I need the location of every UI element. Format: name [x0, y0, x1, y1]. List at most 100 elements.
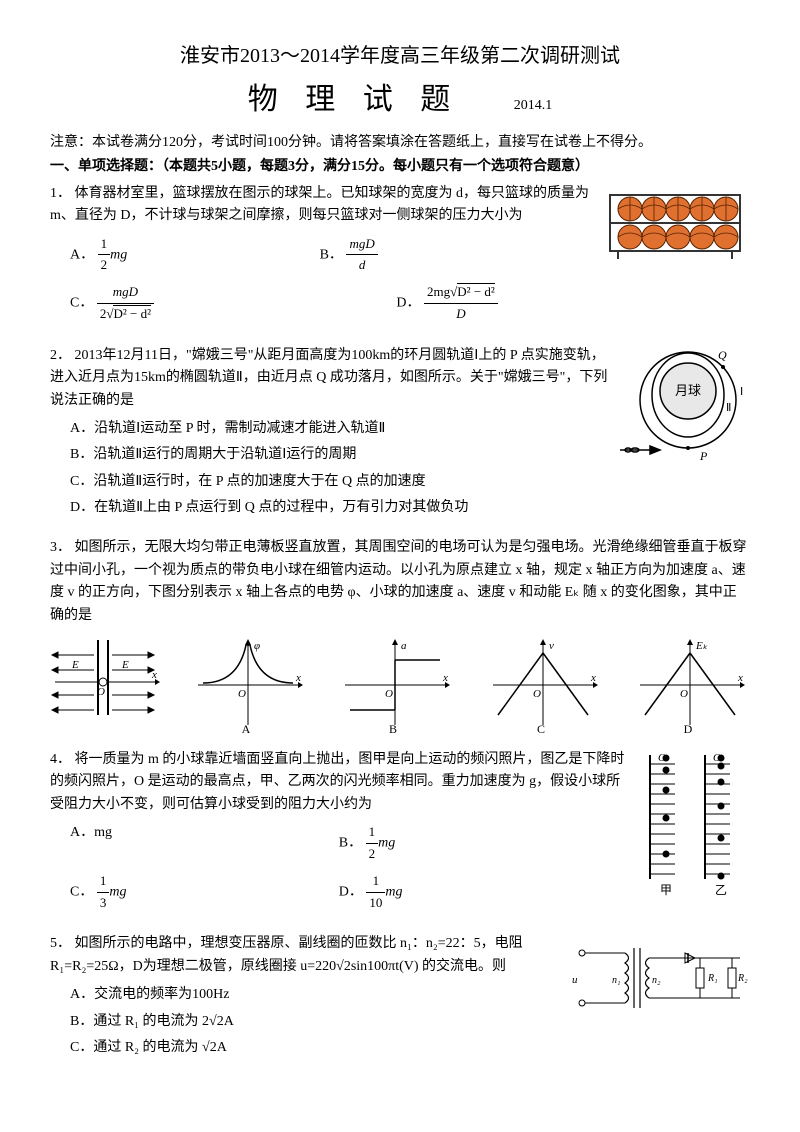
q4-opt-d: D． 110mg	[339, 871, 608, 914]
svg-text:Q: Q	[718, 348, 727, 362]
q1-d-label: D．	[396, 296, 420, 311]
q3-graph-d: Eₖ x O D	[630, 635, 750, 735]
svg-text:Eₖ: Eₖ	[695, 640, 708, 652]
question-1: 1． 体育器材室里，篮球摆放在图示的球架上。已知球架的宽度为 d，每只篮球的质量…	[50, 183, 750, 331]
q1-c-den-sqrt: D² − d²	[113, 305, 151, 321]
q5-opt-c: C．通过 R₂ 的电流为 √2A	[70, 1037, 750, 1059]
note: 注意：本试卷满分120分，考试时间100分钟。请将答案填涂在答题纸上，直接写在试…	[50, 132, 750, 154]
svg-text:u: u	[572, 974, 578, 986]
svg-text:φ: φ	[254, 640, 260, 652]
q1-c-den-pre: 2	[100, 306, 107, 321]
header-title1: 淮安市2013～2014学年度高三年级第二次调研测试	[50, 40, 750, 72]
svg-text:A: A	[241, 722, 250, 735]
q4-num: 4．	[50, 752, 71, 767]
svg-text:a: a	[401, 640, 407, 652]
question-2: 月球 Q P Ⅰ Ⅱ 2． 2013年12月11日，"嫦娥三号"从距月面高度为1…	[50, 345, 750, 524]
q1-num: 1．	[50, 186, 71, 201]
q3-graph-a: φ x O A	[188, 635, 308, 735]
q4-d-num: 1	[366, 871, 385, 893]
q1-c-label: C．	[70, 296, 93, 311]
q1-opt-b: B． mgD d	[320, 234, 570, 277]
q2-opt-d: D．在轨道Ⅱ上由 P 点运行到 Q 点的过程中，万有引力对其做负功	[70, 497, 750, 519]
question-4: O 甲 O 乙 4． 将一质量为 m 的小球靠近墙面竖直向上抛出，图甲是向上运动…	[50, 749, 750, 919]
svg-text:O: O	[238, 688, 246, 700]
q4-c-num: 1	[97, 871, 110, 893]
q4-opt-a: A．mg	[70, 822, 339, 865]
q4-b-label: B．	[339, 836, 362, 851]
svg-text:Ⅱ: Ⅱ	[726, 402, 731, 414]
svg-text:x: x	[737, 672, 743, 684]
q1-b-num: mgD	[349, 236, 374, 251]
q1-a-num: 1	[98, 234, 111, 256]
q5-stem: 如图所示的电路中，理想变压器原、副线圈的匝数比 n₁：n₂=22：5，电阻 R₁…	[50, 936, 523, 973]
svg-text:月球: 月球	[675, 383, 701, 398]
q4-stem: 将一质量为 m 的小球靠近墙面竖直向上抛出，图甲是向上运动的频闪照片，图乙是下降…	[50, 752, 624, 812]
q5-figure: u n₁ n₂ R₁ R₂	[570, 933, 750, 1023]
q3-graphs: E E x O φ x O A a x O B	[50, 635, 750, 735]
question-3: 3． 如图所示，无限大均匀带正电薄板竖直放置，其周围空间的电场可认为是匀强电场。…	[50, 537, 750, 735]
q4-opt-b: B． 12mg	[339, 822, 608, 865]
q1-opt-a: A． 12mg	[70, 234, 320, 277]
svg-text:O: O	[385, 688, 393, 700]
q4-c-suf: mg	[109, 884, 126, 899]
svg-text:C: C	[536, 722, 544, 735]
q1-d-den: D	[456, 306, 465, 321]
q1-stem: 体育器材室里，篮球摆放在图示的球架上。已知球架的宽度为 d，每只篮球的质量为 m…	[50, 186, 589, 223]
q4-b-den: 2	[366, 844, 379, 865]
q1-opt-c: C． mgD2√D² − d²	[70, 282, 396, 325]
svg-text:Ⅰ: Ⅰ	[740, 386, 743, 398]
svg-text:B: B	[389, 722, 397, 735]
svg-text:x: x	[151, 669, 157, 681]
q1-a-label: A．	[70, 247, 94, 262]
q4-d-den: 10	[366, 893, 385, 914]
q1-a-suf: mg	[110, 247, 127, 262]
svg-text:乙: 乙	[715, 883, 727, 897]
section-1-head: 一、单项选择题：（本题共5小题，每题3分，满分15分。每小题只有一个选项符合题意…	[50, 156, 750, 178]
svg-text:甲: 甲	[660, 883, 672, 897]
q1-d-num-sqrt: D² − d²	[457, 283, 495, 299]
svg-text:n₁: n₁	[612, 975, 620, 986]
svg-text:O: O	[97, 686, 105, 698]
q2-opt-c: C．沿轨道Ⅱ运行时，在 P 点的加速度大于在 Q 点的加速度	[70, 471, 750, 493]
q4-c-label: C．	[70, 884, 93, 899]
q1-opt-d: D． 2mg√D² − d²D	[396, 282, 722, 325]
svg-text:E: E	[71, 659, 79, 671]
question-5: u n₁ n₂ R₁ R₂ 5． 如图所示的电路中，理想变压器原、副线圈的匝数比…	[50, 933, 750, 1063]
q3-graph-b: a x O B	[335, 635, 455, 735]
q4-c-den: 3	[97, 893, 110, 914]
q3-num: 3．	[50, 540, 71, 555]
q1-c-num: mgD	[113, 284, 138, 299]
svg-text:O: O	[680, 688, 688, 700]
svg-text:n₂: n₂	[652, 975, 661, 986]
svg-text:v: v	[549, 640, 554, 652]
header-title2: 物 理 试 题	[248, 76, 461, 124]
q1-d-num-pre: 2mg	[427, 284, 450, 299]
q4-d-label: D．	[339, 884, 363, 899]
q1-figure	[600, 183, 750, 263]
q1-a-den: 2	[98, 255, 111, 276]
svg-text:x: x	[590, 672, 596, 684]
q4-b-suf: mg	[378, 836, 395, 851]
header-date: 2014.1	[514, 98, 553, 113]
q2-figure: 月球 Q P Ⅰ Ⅱ	[620, 345, 750, 465]
q3-graph-c: v x O C	[483, 635, 603, 735]
svg-text:R₂: R₂	[737, 973, 748, 984]
q4-opt-c: C． 13mg	[70, 871, 339, 914]
q1-b-label: B．	[320, 247, 343, 262]
q5-num: 5．	[50, 936, 71, 951]
svg-text:E: E	[121, 659, 129, 671]
svg-text:O: O	[533, 688, 541, 700]
q3-stem: 如图所示，无限大均匀带正电薄板竖直放置，其周围空间的电场可认为是匀强电场。光滑绝…	[50, 540, 747, 622]
svg-text:P: P	[699, 449, 708, 463]
q4-d-suf: mg	[385, 884, 402, 899]
q4-figure: O 甲 O 乙	[640, 749, 750, 899]
q2-num: 2．	[50, 348, 71, 363]
svg-text:R₁: R₁	[707, 973, 718, 984]
q1-b-den: d	[359, 257, 366, 272]
svg-text:D: D	[684, 722, 693, 735]
svg-text:x: x	[295, 672, 301, 684]
q2-stem: 2013年12月11日，"嫦娥三号"从距月面高度为100km的环月圆轨道Ⅰ上的 …	[50, 348, 607, 408]
svg-text:x: x	[442, 672, 448, 684]
q3-setup-figure: E E x O	[50, 635, 160, 735]
q4-b-num: 1	[366, 822, 379, 844]
